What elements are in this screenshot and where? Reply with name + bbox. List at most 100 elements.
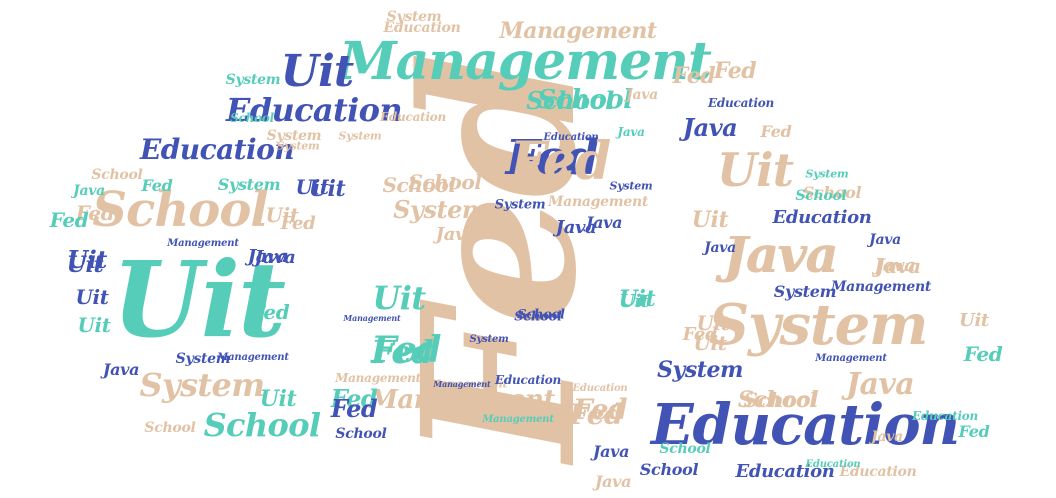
cloud-word-uit: Uit	[696, 311, 730, 335]
cloud-word-system: System	[225, 72, 281, 88]
cloud-word-fed: Fed	[963, 342, 1003, 366]
cloud-word-management: Management	[343, 313, 401, 323]
cloud-word-java: Java	[871, 429, 903, 445]
cloud-word-education: Education	[383, 20, 461, 36]
cloud-word-uit: Uit	[308, 176, 346, 202]
cloud-word-fed: Fed	[958, 422, 990, 441]
cloud-word-education: Education	[772, 207, 872, 228]
cloud-word-fed: Fed	[713, 58, 757, 84]
cloud-word-school: School	[639, 460, 699, 479]
cloud-word-java: Java	[724, 225, 839, 284]
cloud-word-system: System	[469, 334, 509, 345]
cloud-word-system: System	[609, 179, 653, 193]
cloud-word-java: Java	[555, 217, 597, 238]
cloud-word-java: Java	[73, 183, 105, 199]
cloud-word-uit: Uit	[280, 46, 355, 97]
cloud-word-management: Management	[433, 379, 491, 389]
cloud-word-fed: Fed	[141, 176, 173, 195]
cloud-word-uit: Uit	[295, 175, 329, 199]
cloud-word-fed: Fed	[509, 131, 611, 192]
cloud-word-management: Management	[499, 18, 657, 44]
cloud-word-fed: Fed	[505, 130, 600, 186]
cloud-word-school: School	[92, 182, 268, 238]
cloud-word-education: Education	[572, 383, 628, 394]
cloud-word-uit: Uit	[619, 291, 649, 312]
cloud-word-management: Management	[369, 385, 555, 415]
cloud-word-fed: Fed	[250, 300, 290, 324]
cloud-word-school: School	[517, 307, 565, 323]
cloud-word-education: Education	[805, 459, 861, 470]
cloud-word-fed: Fed	[672, 63, 716, 89]
cloud-word-management: Management	[830, 279, 932, 295]
cloud-word-management: Management	[167, 238, 239, 249]
cloud-word-education: Education	[139, 133, 295, 166]
cloud-word-system: System	[217, 175, 281, 194]
cloud-word-education: Education	[707, 96, 775, 110]
cloud-word-java: Java	[704, 240, 736, 256]
cloud-word-uit: Uit	[618, 286, 656, 312]
cloud-word-fed: Fed	[330, 394, 378, 423]
cloud-word-uit: Uit	[66, 252, 104, 278]
cloud-word-management: Management	[547, 194, 649, 210]
cloud-word-fed: Fed	[49, 208, 89, 232]
cloud-word-system: System	[494, 197, 546, 213]
cloud-word-java: Java	[254, 247, 296, 268]
cloud-word-system: System	[276, 139, 320, 153]
cloud-word-system: System	[266, 128, 322, 144]
cloud-word-fed: Fed	[760, 122, 792, 141]
cloud-word-school: School	[230, 111, 274, 125]
cloud-word-school: School	[743, 388, 817, 412]
cloud-word-fed: Fed	[568, 398, 624, 431]
cloud-word-uit: Uit	[75, 285, 109, 309]
cloud-word-system: System	[175, 351, 231, 367]
cloud-word-java: Java	[682, 113, 738, 142]
cloud-word-education: Education	[839, 464, 917, 480]
cloud-word-uit: Uit	[111, 238, 286, 361]
cloud-word-management: Management	[482, 414, 554, 425]
cloud-word-system: System	[657, 357, 743, 383]
cloud-word-school: School	[795, 188, 847, 204]
cloud-word-uit: Uit	[959, 310, 989, 331]
cloud-word-education: Education	[650, 392, 960, 458]
cloud-word-education: Education	[494, 373, 562, 387]
cloud-word-education: Education	[735, 461, 835, 482]
cloud-word-management: Management	[815, 353, 887, 364]
cloud-word-uit: Uit	[716, 143, 794, 197]
cloud-word-java: Java	[626, 87, 658, 103]
cloud-word-java: Java	[875, 254, 921, 278]
cloud-word-system: System	[805, 167, 849, 181]
cloud-word-fed: Fed	[682, 324, 718, 345]
cloud-word-system: System	[338, 129, 382, 143]
cloud-word-java: Java	[594, 472, 632, 491]
cloud-word-fed: Fed	[280, 213, 316, 234]
cloud-word-management: Management	[339, 31, 712, 92]
cloud-word-school: School	[537, 85, 633, 115]
cloud-word-fed: Fed	[75, 201, 115, 225]
cloud-word-uit: Uit	[265, 203, 299, 227]
cloud-word-school: School	[737, 387, 819, 413]
cloud-word-system: System	[708, 292, 929, 358]
cloud-word-java: Java	[592, 442, 630, 461]
cloud-word-system: System	[386, 9, 442, 25]
cloud-word-java: Java	[102, 360, 140, 379]
cloud-word-uit: Uit	[691, 207, 729, 233]
cloud-word-school: School	[382, 173, 456, 197]
cloud-word-school: School	[144, 420, 196, 436]
cloud-word-uit: Uit	[693, 331, 727, 355]
cloud-word-java: Java	[247, 246, 289, 267]
cloud-word-management: Management	[428, 377, 508, 391]
cloud-word-school: School	[203, 406, 322, 444]
cloud-word-java: Java	[869, 232, 901, 248]
cloud-word-java: Java	[617, 125, 645, 139]
cloud-word-uit: Uit	[77, 313, 111, 337]
cloud-word-school: School	[91, 167, 143, 183]
cloud-word-uit: Uit	[372, 279, 427, 317]
cloud-word-fed: Fed	[572, 393, 628, 426]
cloud-word-java: Java	[845, 367, 915, 402]
cloud-word-java: Java	[585, 213, 623, 232]
cloud-word-java: Java	[874, 255, 916, 276]
cloud-word-school: School	[526, 86, 614, 115]
cloud-word-management: Management	[217, 352, 289, 363]
cloud-word-education: Education	[911, 409, 979, 423]
